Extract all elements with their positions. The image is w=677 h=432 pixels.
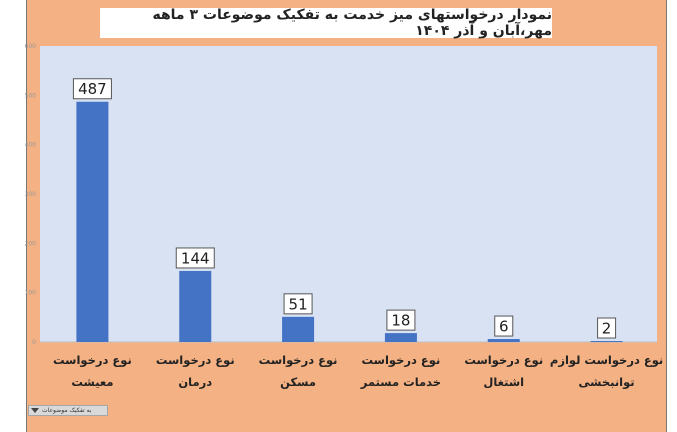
category-label: نوع درخواست [361,353,440,368]
dropdown-triangle-icon[interactable] [31,408,39,413]
category-label: نوع درخواست [464,353,543,368]
data-label: 18 [391,312,410,330]
y-tick-label: 500 [25,92,37,99]
category-label: نوع درخواست [156,353,235,368]
data-label: 2 [602,320,612,338]
category-label: مسکن [280,375,316,389]
data-label: 51 [289,295,308,313]
y-tick-label: 300 [25,191,37,198]
bar [487,339,520,342]
category-label: نوع درخواست [53,353,132,368]
bar [179,270,212,342]
data-label: 6 [499,318,509,336]
filter-button[interactable]: به تفکیک موضوعات [28,405,108,416]
category-label: خدمات مستمر [360,375,441,389]
data-label-box [283,293,313,315]
category-label: اشتغال [483,375,524,389]
data-label-box [494,315,514,337]
data-label-box [386,309,416,331]
bar [282,316,315,342]
bar [76,101,109,342]
bar [590,341,623,343]
data-label-box [72,78,112,100]
y-tick-label: 600 [25,43,37,50]
data-label-box [597,317,617,339]
data-label: 487 [78,80,107,98]
right-border [666,0,667,432]
category-label: توانبخشی [579,375,635,390]
y-tick-label: 0 [32,339,36,346]
category-label: نوع درخواست لوازم [550,353,663,368]
y-tick-label: 400 [25,142,37,149]
data-label-box [175,247,215,269]
category-label: درمان [178,375,212,389]
plot-area [40,46,657,342]
category-label: معیشت [71,375,113,389]
left-border [26,0,27,432]
y-tick-label: 100 [25,290,37,297]
y-tick-label: 200 [25,240,37,247]
data-label: 144 [181,249,210,267]
bar [384,333,417,342]
chart-title: نمودار درخواستهای میز خدمت به تفکیک موضو… [100,7,552,39]
category-label: نوع درخواست [259,353,338,368]
filter-label: به تفکیک موضوعات [42,407,92,414]
